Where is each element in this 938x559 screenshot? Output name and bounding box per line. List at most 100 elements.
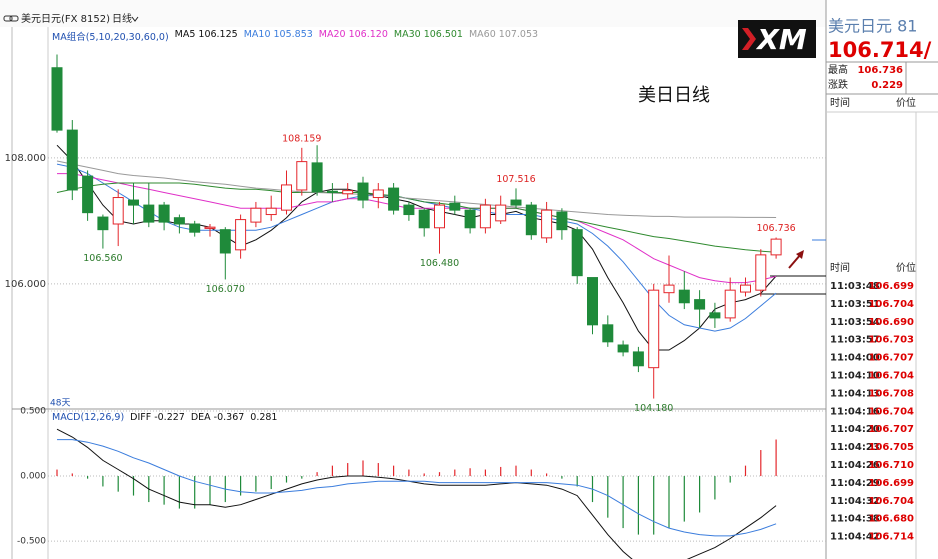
trade-time: 11:04:29	[830, 478, 880, 489]
trade-time: 11:03:57	[830, 335, 880, 346]
high-label: 108.159	[282, 133, 321, 144]
legend-value: -0.367	[213, 412, 245, 423]
trade-price: 106.710	[868, 460, 914, 471]
dropdown-arrow[interactable]	[131, 16, 139, 22]
candle-body	[479, 204, 491, 229]
candle-body	[510, 199, 522, 206]
candle-body	[326, 190, 338, 193]
y-tick-label: 106.000	[5, 279, 46, 290]
legend-name: MA20	[318, 29, 346, 40]
ma-line	[57, 173, 777, 284]
quote-price: 106.714/	[828, 38, 932, 62]
high-label: 107.516	[496, 174, 535, 185]
ma-line	[56, 182, 777, 253]
candle-body	[388, 187, 400, 211]
candle-body	[82, 175, 94, 214]
candle-body	[296, 161, 308, 191]
trade-price: 106.704	[868, 371, 914, 382]
indicator-name: MACD(12,26,9)	[52, 412, 125, 423]
candle-body	[311, 162, 323, 193]
trade-price: 106.699	[868, 478, 914, 489]
candle-body	[189, 223, 201, 233]
candle-body	[342, 190, 354, 195]
link-icon[interactable]	[3, 15, 19, 22]
candle-body	[541, 209, 553, 239]
logo: XM	[755, 23, 807, 56]
column-header: 价位	[896, 261, 916, 274]
legend: MACD(12,26,9) DIFF -0.227 DEA -0.367 0.281	[52, 412, 277, 423]
trade-time: 11:04:23	[830, 442, 880, 453]
quote-row-label: 涨跌	[828, 78, 848, 91]
candle-body	[112, 197, 124, 225]
candle-body	[158, 204, 170, 223]
trade-price: 106.704	[868, 406, 914, 417]
candles	[51, 54, 782, 399]
trade-price: 106.680	[868, 514, 914, 525]
candle-body	[250, 207, 262, 223]
y-tick-label: 0.000	[20, 472, 46, 482]
candle-body	[648, 289, 660, 369]
logo-mark	[742, 28, 756, 50]
candle-body	[204, 226, 216, 229]
period-count: 48天	[50, 399, 70, 409]
macd-line	[57, 439, 777, 537]
trade-time: 11:04:16	[830, 406, 880, 417]
candle-body	[709, 312, 721, 319]
legend: MA组合(5,10,20,30,60,0) MA5 106.125 MA10 105.8…	[52, 29, 538, 43]
legend-value: 106.125	[198, 29, 238, 40]
candle-body	[663, 284, 675, 294]
candle-body	[571, 229, 583, 277]
candle-body	[556, 211, 568, 231]
candle-body	[678, 289, 690, 304]
quote-row-value: 106.736	[857, 65, 903, 76]
trade-time: 11:04:20	[830, 424, 880, 435]
legend-value: 106.501	[423, 29, 463, 40]
candle-body	[495, 204, 507, 222]
trade-price: 106.699	[868, 281, 914, 292]
trade-price: 106.704	[868, 496, 914, 507]
candle-body	[525, 204, 537, 236]
period-selector[interactable]: 日线	[112, 12, 132, 25]
legend-item: MA30 106.501	[394, 29, 463, 43]
candle-body	[740, 284, 751, 293]
candle-body	[235, 219, 247, 251]
toolbar	[0, 0, 826, 27]
trade-price: 106.705	[868, 442, 914, 453]
trade-time: 11:04:10	[830, 371, 880, 382]
trade-time: 11:04:42	[830, 532, 880, 543]
legend-name: MA30	[393, 29, 421, 40]
symbol[interactable]: 美元日元(FX 8152)	[21, 12, 110, 25]
legend-value: -0.227	[154, 412, 185, 423]
y-tick-label: 108.000	[5, 153, 46, 164]
trade-time: 11:04:26	[830, 460, 880, 471]
candle-body	[51, 67, 63, 131]
candle-body	[265, 207, 277, 216]
legend-value: 105.853	[273, 29, 313, 40]
candle-body	[632, 351, 644, 367]
low-label: 104.180	[634, 403, 673, 414]
low-label: 106.480	[420, 258, 459, 269]
candle-body	[403, 204, 415, 216]
trade-time: 11:04:38	[830, 514, 880, 525]
candle-body	[281, 184, 292, 211]
y-tick-label: 0.500	[20, 407, 46, 417]
high-label: 106.736	[756, 223, 795, 234]
candle-body	[694, 299, 706, 310]
candle-body	[219, 229, 231, 254]
candle-body	[173, 217, 185, 225]
candle-body	[128, 199, 139, 206]
legend-value: 106.120	[348, 29, 388, 40]
legend-name: MA60	[468, 29, 496, 40]
trade-price: 106.714	[868, 532, 914, 543]
candle-body	[66, 129, 78, 191]
legend-name: DEA	[190, 412, 211, 423]
column-header: 时间	[830, 261, 850, 274]
trade-time: 11:04:00	[830, 353, 880, 364]
legend-value: 0.281	[250, 412, 278, 423]
legend-item: MA20 106.120	[319, 29, 388, 43]
annotation: 美日日线	[638, 85, 710, 106]
legend-item: DEA -0.367	[191, 412, 244, 423]
legend-name: MA10	[243, 29, 271, 40]
